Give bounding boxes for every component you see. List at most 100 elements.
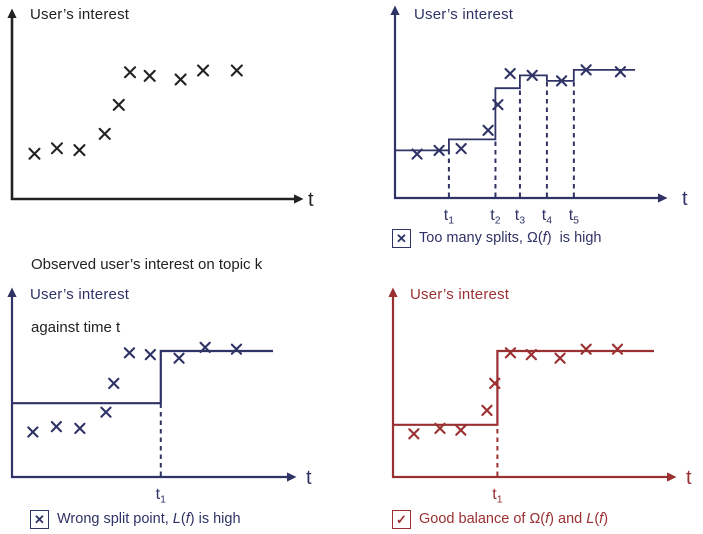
observed-plot-svg: t [7,8,314,211]
data-point-marker [482,124,494,136]
x-marker-stroke [455,142,467,155]
caption-segment: ) and [549,511,587,527]
wrong-split-plot-svg: t1 t [7,287,312,506]
x-marker-stroke [199,341,211,354]
panel-caption: ✓ Good balance of Ω(f) and L(f) [392,510,608,529]
data-point-marker [555,75,568,87]
data-point-marker [73,144,86,157]
split-label: t4 [542,207,552,227]
panel-too-many-splits: t1 t2 t3 t4 t5 t User’s interest ✕ Too many sp… [352,0,703,267]
x-marker-stroke [28,147,41,160]
caption-segment: ) is high [546,230,602,246]
data-point-marker [525,348,537,361]
caption-text: Wrong split point, L(f) is high [57,510,241,529]
x-marker-stroke [112,98,125,111]
data-point-marker [74,422,86,435]
data-point-marker [489,377,501,390]
x-axis-label: t [306,467,312,489]
data-point-marker [455,142,467,155]
y-axis-arrow [388,287,398,297]
caption-segment: ) is high [189,511,241,527]
y-axis-arrow [7,287,17,297]
panel-good-balance: t1 t User’s interest ✓ Good balance of Ω(f… [352,267,703,534]
check-box-icon: ✓ [392,510,411,529]
data-point-marker [112,98,125,111]
x-marker-stroke [580,343,592,355]
x-marker-stroke [144,348,156,361]
caption-line: Observed user’s interest on topic k [31,256,263,273]
x-marker-stroke [108,377,120,390]
data-point-marker [144,348,156,361]
x-marker-stroke [433,144,445,157]
data-point-marker [230,64,243,77]
caption-text: Good balance of Ω(f) and L(f) [419,510,608,529]
x-axis-arrow [287,472,297,482]
x-box-icon: ✕ [392,229,411,248]
split-label: t5 [569,207,579,227]
caption-segment: ) [603,511,609,527]
data-point-marker [100,406,112,418]
data-point-marker [504,347,517,359]
too-many-splits-plot-svg: t1 t2 t3 t4 t5 t [390,5,688,227]
caption-segment: Wrong split point, [57,511,173,527]
x-marker-stroke [98,127,111,140]
x-axis-arrow [667,472,677,482]
caption-line: against time t [31,319,121,336]
x-marker-stroke [230,64,243,77]
data-point-marker [123,347,136,359]
data-point-marker [173,352,185,364]
y-axis-arrow [7,8,17,18]
x-marker-stroke [123,66,137,79]
data-point-marker [408,428,420,440]
caption-segment: f [185,511,190,527]
y-axis-arrow [390,5,400,15]
data-point-marker [411,148,423,160]
x-marker-stroke [197,64,210,77]
x-axis-label: t [686,467,692,489]
data-point-marker [108,377,120,390]
caption-segment: f [542,230,547,246]
x-marker-stroke [525,348,537,361]
data-point-marker [554,352,566,364]
caption-segment: ( [180,511,186,527]
x-box-icon: ✕ [30,510,49,529]
data-point-marker [199,341,211,354]
x-marker-stroke [482,124,494,136]
caption-segment: Too many splits, Ω( [419,230,543,246]
x-marker-stroke [580,64,592,76]
x-marker-stroke [504,347,517,359]
caption-text: Too many splits, Ω(f) is high [419,229,602,248]
data-point-marker [434,422,446,435]
x-marker-stroke [455,424,467,436]
x-marker-stroke [50,420,63,433]
caption-segment: L [586,511,595,527]
x-marker-stroke [555,75,568,87]
split-label: t1 [156,486,166,506]
x-marker-stroke [73,144,86,157]
panel-observed-interest: t User’s interest Observed user’s intere… [0,0,352,336]
panel-wrong-split-point: t1 t User’s interest ✕ Wrong split point, … [0,267,352,534]
plot-title: User’s interest [30,286,130,303]
panel-caption: ✕ Wrong split point, L(f) is high [30,510,241,529]
x-axis-arrow [658,193,668,203]
plot-title: User’s interest [414,6,514,23]
x-marker-stroke [411,148,423,160]
plot-title: User’s interest [30,6,130,23]
x-marker-stroke [504,67,516,80]
x-marker-stroke [143,69,156,82]
step-function-line [12,349,273,405]
x-marker-stroke [526,69,538,82]
data-point-marker [123,66,137,79]
data-point-marker [27,426,39,438]
data-point-marker [492,99,504,111]
split-label: t1 [492,486,502,506]
data-point-marker [614,66,627,78]
data-point-marker [98,127,111,140]
data-point-marker [28,147,41,160]
split-label: t2 [490,207,500,227]
data-point-marker [611,343,624,355]
split-label: t1 [444,207,454,227]
x-axis-label: t [682,188,688,210]
x-marker-stroke [614,66,627,78]
x-marker-stroke [74,422,86,435]
